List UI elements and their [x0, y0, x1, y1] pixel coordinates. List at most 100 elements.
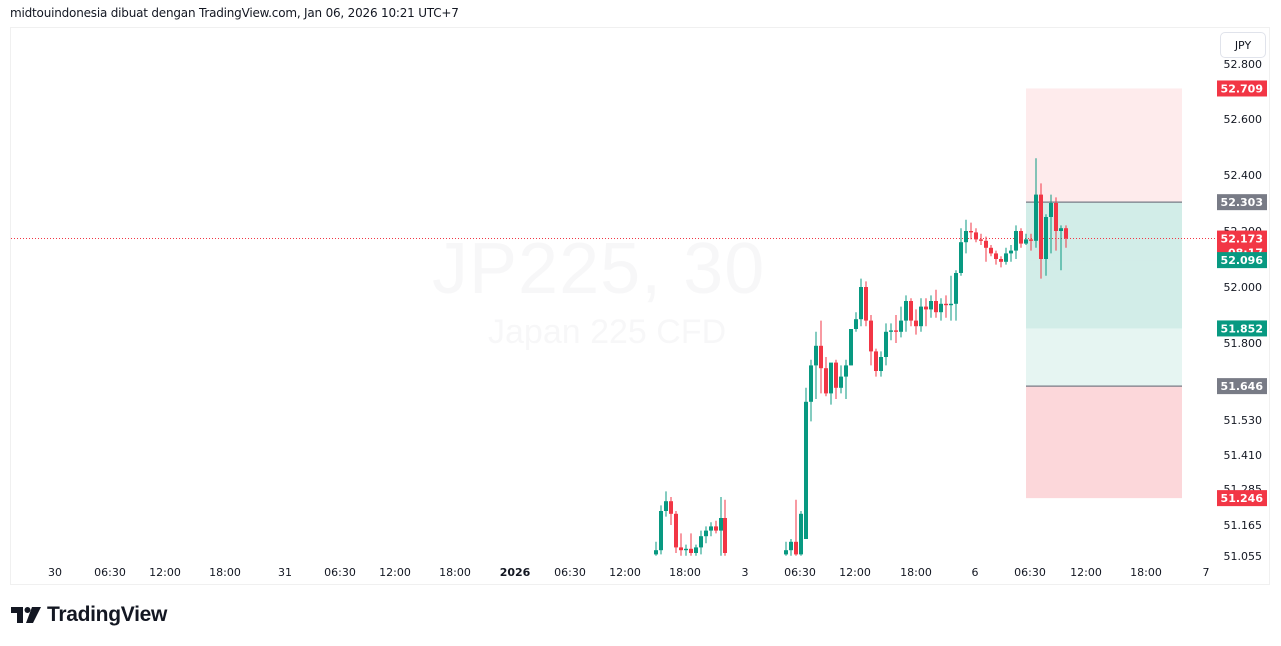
candle [1024, 233, 1028, 245]
candle [829, 362, 833, 405]
candle [1009, 245, 1013, 262]
time-axis-label: 7 [1203, 566, 1210, 579]
time-axis-label: 06:30 [324, 566, 356, 579]
svg-text:51.246: 51.246 [1221, 492, 1264, 505]
candle [674, 511, 678, 553]
position-zone-stop[interactable] [1026, 386, 1182, 499]
time-axis[interactable]: 30 06:30 12:00 18:00 31 06:30 12:00 18:00 2026 06… [48, 566, 1210, 579]
time-axis-label: 12:00 [379, 566, 411, 579]
time-axis-label: 12:00 [1070, 566, 1102, 579]
candle [879, 351, 883, 377]
candle [844, 359, 848, 399]
candle [824, 357, 828, 397]
candle [684, 544, 688, 556]
time-axis-label: 31 [278, 566, 292, 579]
price-tag-stop_lower: 51.246 [1217, 490, 1267, 507]
candle [979, 233, 983, 245]
candle [889, 323, 893, 341]
position-zone-target[interactable] [1026, 260, 1182, 329]
svg-text:52.173: 52.173 [1221, 233, 1263, 246]
candle [964, 219, 968, 254]
candle [689, 533, 693, 556]
candle [859, 278, 863, 327]
tradingview-logo-icon [11, 607, 41, 623]
candle [1039, 183, 1043, 279]
candle [789, 539, 793, 556]
candle [709, 522, 713, 537]
candle [704, 526, 708, 544]
candle [994, 250, 998, 265]
time-axis-label: 18:00 [439, 566, 471, 579]
candle [1019, 228, 1023, 248]
candle [1034, 158, 1038, 248]
candle [959, 228, 963, 276]
price-axis-label: 51.055 [1224, 550, 1263, 563]
candle [669, 497, 673, 525]
time-axis-label: 06:30 [554, 566, 586, 579]
time-axis-label: 06:30 [94, 566, 126, 579]
chart-caption: midtouindonesia dibuat dengan TradingVie… [10, 6, 459, 20]
time-axis-label: 06:30 [1014, 566, 1046, 579]
price-tags: 52.70952.30352.17308:1752.09651.85251.64… [1217, 80, 1267, 507]
price-axis-label: 52.800 [1224, 58, 1263, 71]
logo-text: TradingView [47, 603, 168, 626]
candle [654, 541, 658, 556]
time-axis-label: 18:00 [669, 566, 701, 579]
price-tag-entry_lower: 51.646 [1217, 378, 1267, 395]
candle [894, 315, 898, 343]
candle [924, 298, 928, 327]
candle [1064, 225, 1068, 248]
position-zone-stop[interactable] [1026, 88, 1182, 203]
candle [814, 331, 818, 399]
candle [984, 236, 988, 262]
candle [699, 530, 703, 555]
currency-button[interactable]: JPY [1220, 32, 1266, 58]
position-tool[interactable] [1026, 88, 1182, 499]
candle [819, 320, 823, 394]
svg-text:52.096: 52.096 [1221, 254, 1264, 267]
candle [864, 281, 868, 327]
candle [679, 533, 683, 556]
candle [884, 323, 888, 366]
candle [804, 387, 808, 539]
candle [1054, 197, 1058, 251]
candle [854, 312, 858, 332]
chart-frame [10, 27, 1270, 585]
price-tag-target: 52.096 [1217, 252, 1267, 269]
time-axis-label: 18:00 [209, 566, 241, 579]
tradingview-logo[interactable]: TradingView [11, 603, 167, 627]
candle [1044, 214, 1048, 276]
price-axis[interactable]: 52.80052.60052.40052.20052.00051.80051.5… [1224, 58, 1263, 563]
time-axis-label: 06:30 [784, 566, 816, 579]
candle [1049, 194, 1053, 254]
price-axis-label: 52.600 [1224, 113, 1263, 126]
candle [849, 329, 853, 366]
svg-text:52.709: 52.709 [1221, 82, 1263, 95]
candle [834, 359, 838, 399]
time-axis-label: 3 [742, 566, 749, 579]
price-tag-target: 51.852 [1217, 320, 1267, 337]
candle [723, 499, 727, 556]
position-zone-target_light[interactable] [1026, 328, 1182, 387]
svg-text:51.646: 51.646 [1221, 380, 1264, 393]
candle [719, 497, 723, 556]
price-axis-label: 51.800 [1224, 337, 1263, 350]
candle [794, 499, 798, 556]
candle [944, 295, 948, 318]
price-axis-label: 51.410 [1224, 449, 1263, 462]
candle [909, 298, 913, 327]
watermark-symbol: JP225, 30 [432, 229, 766, 309]
candle [1059, 225, 1063, 271]
time-axis-label: 12:00 [839, 566, 871, 579]
time-axis-label: 18:00 [900, 566, 932, 579]
price-axis-label: 51.165 [1224, 519, 1263, 532]
candle [899, 306, 903, 338]
candle [919, 298, 923, 332]
candle [1029, 233, 1033, 251]
candle [664, 491, 668, 517]
candle [954, 270, 958, 321]
candle [869, 315, 873, 366]
candle [914, 309, 918, 335]
candlestick-series [654, 158, 1068, 556]
